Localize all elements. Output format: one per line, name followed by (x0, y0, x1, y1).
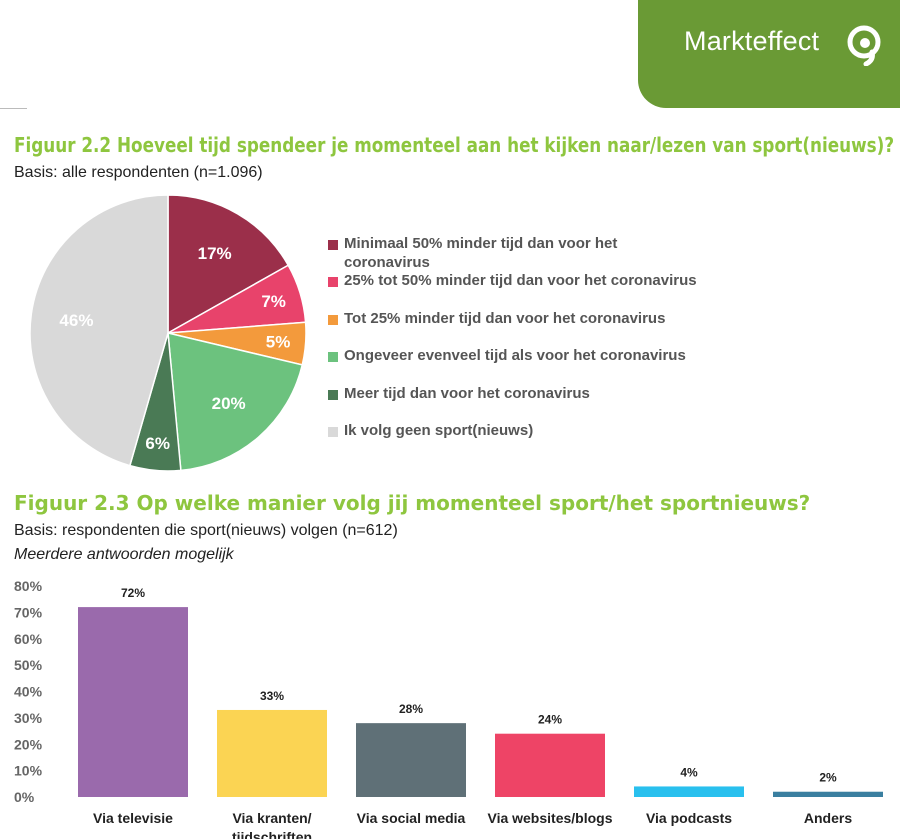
bar-value-label-4: 24% (538, 713, 562, 727)
pie-slice-label-5: 6% (145, 434, 170, 453)
x-category-label-4: Via websites/blogs (487, 810, 612, 826)
legend-swatch (328, 277, 338, 287)
pie-slice-label-4: 20% (212, 394, 246, 413)
bar-value-label-5: 4% (680, 765, 698, 779)
bar-3 (356, 723, 466, 797)
legend-label: Ik volg geen sport(nieuws) (344, 422, 534, 439)
y-tick-label: 0% (14, 789, 35, 805)
x-category-label-2: Via kranten/tijdschriften (232, 810, 312, 839)
bar-chart: 0% 10% 20% 30% 40% 50% 60% 70% 80% 72% Via televis… (14, 578, 883, 839)
y-tick-label: 60% (14, 631, 43, 647)
y-tick-label: 50% (14, 657, 43, 673)
y-tick-label: 10% (14, 763, 43, 779)
legend-swatch (328, 390, 338, 400)
bar-2 (217, 709, 327, 797)
pie-slice-label-2: 7% (261, 292, 286, 311)
figure-2-note: Meerdere antwoorden mogelijk (14, 546, 234, 563)
brand-name: Markteffect (684, 26, 820, 56)
bar-value-label-2: 33% (260, 689, 284, 703)
x-category-label-3: Via social media (357, 810, 466, 826)
bar-4 (495, 733, 605, 797)
pie-slice-label-1: 17% (198, 244, 232, 263)
figure-2-basis: Basis: respondenten die sport(nieuws) vo… (14, 522, 398, 539)
brand-logo-icon (847, 25, 881, 66)
pie-slice-4 (167, 332, 304, 472)
legend-swatch (328, 315, 338, 325)
pie-slice-label-3: 5% (266, 333, 291, 352)
x-category-label-5: Via podcasts (646, 810, 732, 826)
y-tick-label: 70% (14, 604, 43, 620)
pie-slice-1 (167, 194, 290, 335)
legend-label: 25% tot 50% minder tijd dan voor het cor… (344, 272, 697, 289)
bar-5 (634, 786, 744, 797)
x-category-label-6: Anders (804, 810, 852, 826)
legend-label: Tot 25% minder tijd dan voor het coronav… (344, 310, 666, 327)
brand-banner: Markteffect (638, 0, 900, 108)
x-category-label-1: Via televisie (93, 810, 173, 826)
legend-swatch (328, 240, 338, 250)
bar-value-label-3: 28% (399, 702, 423, 716)
figure-1-title: Figuur 2.2 Hoeveel tijd spendeer je mome… (14, 133, 895, 157)
bar-value-label-1: 72% (121, 586, 145, 600)
bar-6 (773, 791, 883, 797)
y-tick-label: 20% (14, 736, 43, 752)
legend-swatch (328, 427, 338, 437)
legend-label: Ongeveer evenveel tijd als voor het coro… (344, 347, 686, 364)
bar-value-label-6: 2% (819, 771, 837, 785)
legend-label: Meer tijd dan voor het coronavirus (344, 385, 590, 402)
legend-label: Minimaal 50% minder tijd dan voor het co… (344, 235, 618, 271)
figure-1-basis: Basis: alle respondenten (n=1.096) (14, 164, 263, 181)
y-tick-label: 80% (14, 578, 43, 594)
pie-slice-label-6: 46% (59, 311, 93, 330)
pie-chart: 17% 7% 5% 20% 6% 46% (29, 194, 307, 472)
y-tick-label: 30% (14, 710, 43, 726)
divider (0, 108, 27, 109)
figure-2-title: Figuur 2.3 Op welke manier volg jij mome… (14, 491, 811, 515)
y-tick-label: 40% (14, 684, 43, 700)
bar-1 (78, 607, 188, 797)
pie-slice-6 (29, 194, 169, 467)
legend-swatch (328, 352, 338, 362)
